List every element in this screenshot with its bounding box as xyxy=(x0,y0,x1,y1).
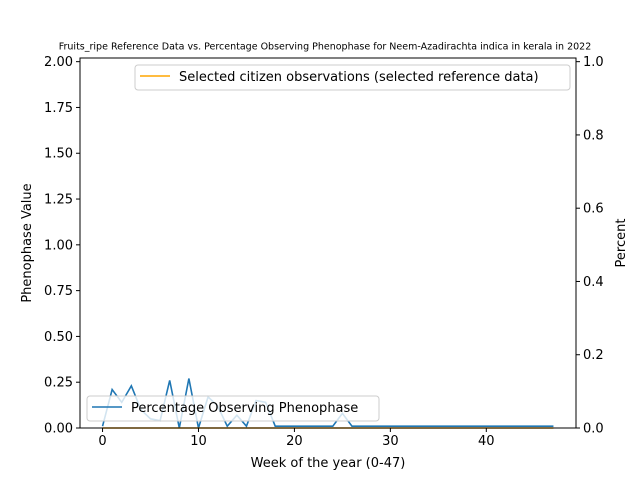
left-y-tick-label: 1.75 xyxy=(44,101,73,116)
left-y-tick-label: 1.00 xyxy=(44,238,73,253)
x-tick-label: 30 xyxy=(382,434,399,449)
legend-reference-box xyxy=(134,64,571,91)
chart-title: Fruits_ripe Reference Data vs. Percentag… xyxy=(59,42,592,53)
legend-reference: Selected citizen observations (selected … xyxy=(134,64,571,91)
left-y-tick-label: 2.00 xyxy=(44,55,73,70)
left-y-tick-label: 0.75 xyxy=(44,284,73,299)
x-tick-label: 20 xyxy=(286,434,303,449)
right-y-tick-label: 0.4 xyxy=(583,275,604,290)
x-tick-label: 40 xyxy=(478,434,495,449)
right-y-tick-label: 1.0 xyxy=(583,55,604,70)
left-y-tick-label: 0.25 xyxy=(44,376,73,391)
left-y-axis-ticks: 0.00 0.25 0.50 0.75 1.00 1.25 1.50 1.75 2.00 xyxy=(44,55,80,437)
x-axis-ticks: 0 10 20 30 40 xyxy=(98,428,495,449)
x-tick-label: 0 xyxy=(98,434,106,449)
right-y-tick-label: 0.2 xyxy=(583,348,604,363)
right-y-axis-ticks: 0.0 0.2 0.4 0.6 0.8 1.0 xyxy=(576,55,604,437)
x-axis-label: Week of the year (0-47) xyxy=(251,456,406,471)
legend-reference-label: Selected citizen observations (selected … xyxy=(179,70,539,85)
left-y-tick-label: 0.00 xyxy=(44,422,73,437)
legend-percentage-label: Percentage Observing Phenophase xyxy=(131,401,358,416)
right-y-tick-label: 0.8 xyxy=(583,128,604,143)
legend-percentage: Percentage Observing Phenophase xyxy=(86,395,380,422)
left-y-tick-label: 0.50 xyxy=(44,330,73,345)
left-y-axis-label: Phenophase Value xyxy=(20,183,35,302)
right-y-axis-label: Percent xyxy=(614,219,629,268)
left-y-tick-label: 1.50 xyxy=(44,147,73,162)
right-y-tick-label: 0.6 xyxy=(583,202,604,217)
left-y-tick-label: 1.25 xyxy=(44,193,73,208)
x-tick-label: 10 xyxy=(190,434,207,449)
right-y-tick-label: 0.0 xyxy=(583,422,604,437)
legend-percentage-box xyxy=(86,395,380,422)
plot-frame xyxy=(79,57,577,429)
